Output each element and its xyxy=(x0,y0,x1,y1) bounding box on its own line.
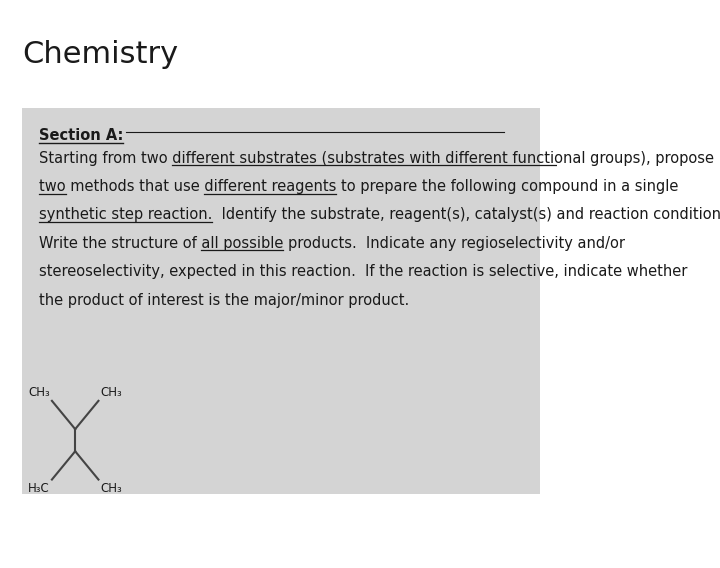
Text: CH₃: CH₃ xyxy=(28,386,50,399)
FancyBboxPatch shape xyxy=(22,108,540,494)
Text: stereoselectivity, expected in this reaction.  If the reaction is selective, ind: stereoselectivity, expected in this reac… xyxy=(39,264,688,279)
Text: Chemistry: Chemistry xyxy=(22,40,179,69)
Text: H₃C: H₃C xyxy=(28,482,50,495)
Text: the product of interest is the major/minor product.: the product of interest is the major/min… xyxy=(39,293,409,307)
Text: synthetic step reaction.  Identify the substrate, reagent(s), catalyst(s) and re: synthetic step reaction. Identify the su… xyxy=(39,207,720,222)
Text: Section A:: Section A: xyxy=(39,128,123,143)
Text: two methods that use different reagents to prepare the following compound in a s: two methods that use different reagents … xyxy=(39,179,678,194)
Text: CH₃: CH₃ xyxy=(101,386,122,399)
Text: CH₃: CH₃ xyxy=(101,482,122,495)
Text: Write the structure of all possible products.  Indicate any regioselectivity and: Write the structure of all possible prod… xyxy=(39,236,625,250)
Text: Starting from two different substrates (substrates with different functional gro: Starting from two different substrates (… xyxy=(39,151,714,165)
